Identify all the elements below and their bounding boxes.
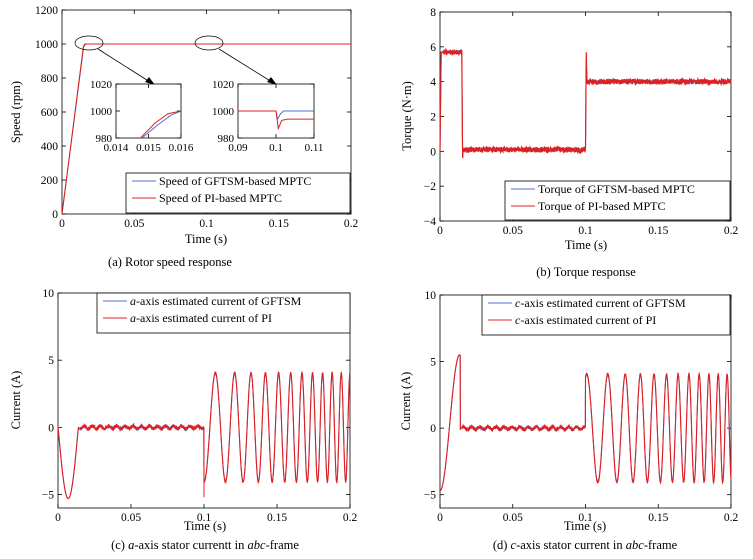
y-tick-label: −4	[424, 216, 436, 228]
y-tick-label: 0	[430, 146, 436, 158]
inset-gftsm-line	[141, 110, 182, 139]
inset-pi-line	[140, 110, 182, 139]
x-tick-label: 0.2	[724, 512, 739, 524]
current-pi-line	[439, 354, 732, 492]
x-tick-label: 0.05	[121, 512, 141, 524]
x-tick-label: 0.05	[503, 225, 523, 237]
x-tick-label: 0.09	[228, 142, 248, 154]
y-tick-label: 10	[43, 288, 55, 300]
inset-pi-line	[238, 110, 314, 131]
legend-entry: c-axis estimated current of GFTSM	[515, 296, 686, 310]
y-axis-label: Speed (rpm)	[9, 81, 23, 143]
y-tick-label: 5	[430, 357, 436, 369]
x-tick-label: 0.1	[578, 512, 593, 524]
y-axis-label: Current (A)	[399, 372, 413, 431]
y-tick-label: 5	[48, 355, 54, 367]
x-tick-label: 0.05	[503, 512, 523, 524]
x-axis-label: Time (s)	[184, 519, 226, 533]
panel-b-torque: 0 0.05 0.1 0.15 0.2 −4 −2 0 2 4 6 8 Torque of GFTSM-…	[400, 7, 738, 279]
y-tick-label: −2	[424, 181, 436, 193]
y-tick-label: 0	[52, 209, 58, 221]
inset-1: 0.014 0.015 0.016 980 1000 1020	[90, 79, 194, 154]
y-axis-label: Torque (N·m)	[400, 81, 414, 151]
legend-entry: Speed of PI-based MPTC	[159, 191, 282, 205]
y-tick-label: 10	[425, 290, 437, 302]
y-tick-label: −5	[424, 490, 436, 502]
x-axis-label: Time (s)	[185, 232, 227, 246]
legend-box-c	[96, 292, 351, 334]
x-tick-label: 0.05	[124, 218, 144, 230]
y-tick-label: 4	[430, 77, 436, 89]
y-tick-label: 1020	[212, 79, 235, 91]
legend-entry: Torque of GFTSM-based MPTC	[538, 182, 695, 196]
y-tick-label: 6	[430, 42, 436, 54]
legend-entry: Speed of GFTSM-based MPTC	[159, 174, 311, 188]
y-tick-label: 2	[430, 112, 436, 124]
x-tick-label: 0.15	[267, 512, 287, 524]
y-axis-label: Current (A)	[9, 371, 23, 430]
y-tick-label: 0	[48, 422, 54, 434]
x-tick-label: 0.2	[343, 512, 358, 524]
y-tick-label: 0	[430, 423, 436, 435]
x-tick-label: 0.1	[199, 218, 214, 230]
x-tick-label: 0.2	[724, 225, 739, 237]
legend-box-b	[504, 180, 731, 221]
x-axis-label: Time (s)	[565, 238, 607, 252]
zoom-arrow	[218, 48, 273, 83]
legend-entry: a-axis estimated current of GFTSM	[130, 294, 302, 308]
y-tick-label: 1020	[90, 79, 113, 91]
x-tick-label: 0.1	[578, 225, 593, 237]
panel-a-speed: 0 0.05 0.1 0.15 0.2 0 200 400 600 800 1000 1200 0.01…	[9, 5, 358, 269]
torque-pi-line	[439, 47, 732, 158]
x-axis-label: Time (s)	[564, 519, 606, 533]
x-tick-label: 0.15	[269, 218, 289, 230]
zoom-ellipse	[74, 35, 104, 51]
legend-entry: Torque of PI-based MPTC	[538, 199, 665, 213]
x-tick-label: 0.11	[305, 142, 324, 154]
y-tick-label: 1000	[90, 106, 113, 118]
zoom-arrowhead	[267, 77, 277, 85]
panel-caption: (d) c-axis stator current in abc-frame	[493, 538, 678, 552]
y-tick-label: 1200	[35, 5, 58, 17]
zoom-arrow	[97, 48, 151, 83]
zoom-arrowhead	[145, 77, 155, 85]
legend-box-d	[481, 294, 731, 336]
panel-caption: (c) a-axis stator currentt in abc-frame	[111, 538, 299, 552]
legend-entry: c-axis estimated current of PI	[515, 313, 656, 327]
y-tick-label: −5	[42, 490, 54, 502]
y-tick-label: 600	[41, 107, 59, 119]
inset-2: 0.09 0.1 0.11 980 1000 1020	[212, 79, 323, 154]
y-tick-label: 1000	[212, 106, 235, 118]
y-tick-label: 800	[41, 73, 59, 85]
x-tick-label: 0.014	[104, 142, 129, 154]
y-tick-label: 200	[41, 175, 59, 187]
x-tick-label: 0	[437, 225, 443, 237]
x-tick-label: 0.1	[269, 142, 283, 154]
zoom-ellipse	[194, 35, 224, 51]
y-tick-label: 980	[218, 133, 235, 145]
x-tick-label: 0	[437, 512, 443, 524]
x-tick-label: 0	[55, 512, 61, 524]
x-tick-label: 0.1	[197, 512, 212, 524]
x-tick-label: 0	[59, 218, 65, 230]
y-tick-label: 400	[41, 141, 59, 153]
panel-caption: (b) Torque response	[536, 265, 636, 279]
y-tick-label: 8	[430, 7, 436, 19]
x-tick-label: 0.016	[169, 142, 194, 154]
panel-caption: (a) Rotor speed response	[108, 255, 232, 269]
y-tick-label: 1000	[35, 39, 58, 51]
legend-entry: a-axis estimated current of PI	[130, 311, 272, 325]
x-tick-label: 0.2	[344, 218, 359, 230]
y-tick-label: 980	[96, 133, 113, 145]
x-tick-label: 0.15	[648, 225, 668, 237]
x-tick-label: 0.015	[136, 142, 161, 154]
speed-pi-line	[61, 43, 351, 215]
legend-box-a	[125, 172, 351, 214]
x-tick-label: 0.15	[648, 512, 668, 524]
